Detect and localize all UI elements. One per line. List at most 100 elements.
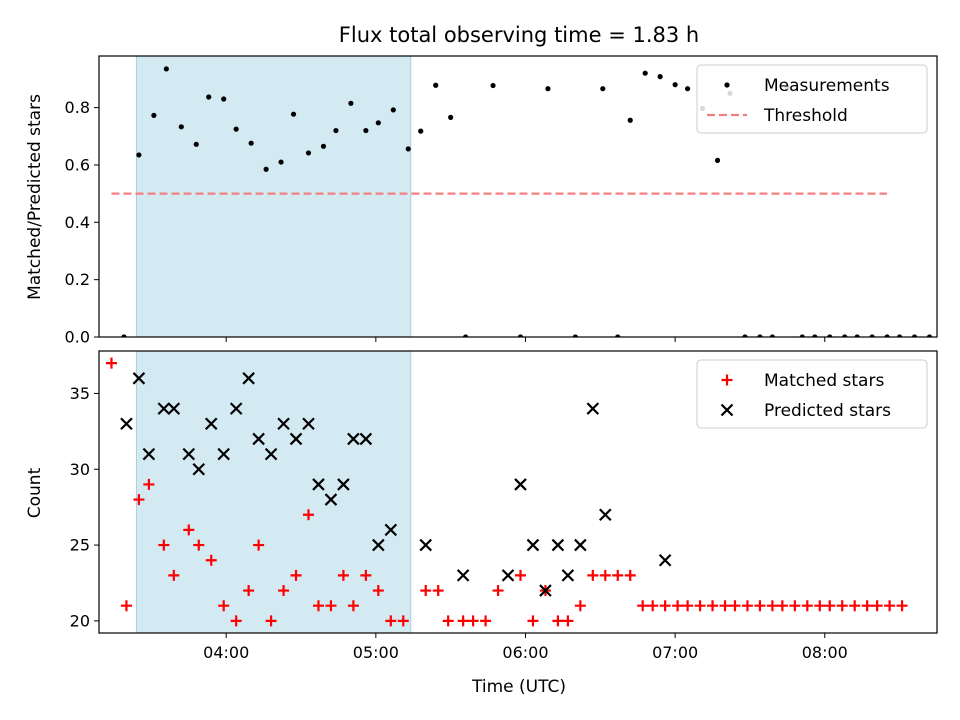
measurements-point — [151, 112, 157, 118]
y-tick-label: 0.4 — [65, 213, 90, 232]
measurements-point — [490, 82, 496, 89]
legend-threshold-label: Threshold — [763, 106, 848, 126]
matched-stars-point — [766, 600, 778, 612]
measurements-point — [799, 334, 805, 337]
matched-stars-point — [312, 600, 324, 612]
measurements-point — [545, 86, 551, 92]
predicted-stars-point — [539, 584, 552, 597]
top-panel: 0.0 0.2 0.4 0.6 0.8 Measurements Threshold — [65, 55, 938, 347]
measurements-point — [827, 334, 833, 337]
measurements-point — [248, 140, 254, 146]
matched-stars-point — [278, 585, 290, 597]
predicted-stars-point — [142, 447, 156, 461]
measurements-point — [627, 117, 633, 123]
matched-stars-point — [659, 600, 671, 612]
matched-stars-point — [776, 600, 788, 612]
y-tick-label: 0.2 — [65, 270, 90, 289]
matched-stars-point — [574, 600, 586, 612]
chart-title: Flux total observing time = 1.83 h — [339, 23, 699, 47]
predicted-stars-point — [359, 432, 373, 446]
legend-measurements-label: Measurements — [764, 76, 890, 96]
legend-measurements-swatch — [724, 82, 730, 88]
measurements-point — [278, 159, 284, 165]
measurements-point — [448, 114, 454, 120]
measurements-point — [418, 128, 424, 134]
measurements-point — [363, 127, 369, 134]
predicted-stars-point — [182, 447, 196, 461]
matched-stars-point — [871, 600, 883, 612]
matched-stars-point — [824, 600, 836, 612]
measurements-point — [433, 82, 439, 88]
y-tick-label: 20 — [70, 611, 90, 630]
measurements-point — [812, 334, 818, 337]
matched-stars-point — [612, 569, 624, 581]
predicted-stars-point — [229, 402, 243, 415]
predicted-stars-point — [372, 538, 385, 552]
measurements-point — [163, 66, 169, 72]
matched-stars-point — [480, 615, 492, 627]
predicted-stars-point — [514, 478, 527, 491]
predicted-stars-point — [337, 478, 350, 491]
matched-stars-point — [325, 600, 337, 612]
matched-stars-point — [694, 600, 706, 612]
axes-frame — [98, 350, 938, 634]
observing-window-span — [135, 350, 412, 634]
measurements-point — [600, 86, 606, 92]
matched-stars-point — [230, 615, 242, 627]
measurements-point — [615, 334, 621, 337]
measurements-point — [390, 107, 396, 113]
measurements-point — [884, 334, 890, 337]
predicted-stars-point — [456, 569, 470, 582]
matched-stars-point — [133, 494, 145, 506]
legend-predicted-stars-label: Predicted stars — [764, 401, 891, 421]
measurements-point — [348, 100, 354, 106]
predicted-stars-point — [384, 523, 398, 537]
matched-stars-point — [432, 585, 444, 597]
matched-stars-point — [624, 569, 636, 581]
bottom-panel: 20 25 30 35 04:00 05:00 06:00 07:00 08:00 Matched… — [70, 350, 938, 662]
predicted-stars-point — [347, 432, 360, 446]
observing-window-span — [135, 55, 412, 338]
legend-matched-stars-swatch — [721, 374, 733, 386]
y-tick-label: 0.6 — [65, 155, 90, 174]
measurements-point — [405, 146, 411, 152]
matched-stars-point — [682, 600, 694, 612]
measurements-point — [263, 166, 269, 172]
measurements-point — [854, 334, 860, 337]
matched-stars-point — [290, 569, 302, 581]
measurements-point — [178, 124, 184, 130]
x-tick-label: 05:00 — [353, 643, 399, 662]
matched-stars-point — [120, 600, 132, 612]
matched-stars-point — [599, 569, 611, 581]
matched-stars-point — [789, 600, 801, 612]
predicted-stars-point — [586, 402, 600, 415]
predicted-stars-point — [132, 372, 146, 385]
matched-stars-point — [741, 600, 753, 612]
measurements-point — [305, 150, 312, 156]
matched-stars-point — [562, 615, 574, 627]
x-tick-label: 08:00 — [802, 643, 848, 662]
predicted-stars-point — [252, 432, 265, 446]
matched-stars-point — [647, 600, 659, 612]
measurements-point — [136, 152, 142, 158]
matched-stars-point — [527, 615, 539, 627]
matched-stars-point — [243, 585, 255, 597]
matched-stars-point — [719, 600, 731, 612]
measurements-point — [206, 94, 212, 100]
x-tick-label: 04:00 — [203, 643, 249, 662]
predicted-stars-point — [264, 447, 278, 461]
matched-stars-point — [420, 585, 432, 597]
measurements-point — [221, 96, 227, 102]
matched-stars-point — [442, 615, 454, 627]
measurements-point — [911, 334, 918, 337]
matched-stars-point — [105, 357, 117, 369]
measurements-point — [193, 141, 199, 147]
predicted-stars-point — [419, 538, 432, 552]
predicted-stars-point — [599, 508, 612, 522]
matched-stars-point — [672, 600, 684, 612]
predicted-stars-point — [302, 417, 315, 431]
measurements-point — [375, 120, 381, 126]
matched-stars-point — [158, 539, 170, 551]
measurements-point — [926, 334, 933, 337]
